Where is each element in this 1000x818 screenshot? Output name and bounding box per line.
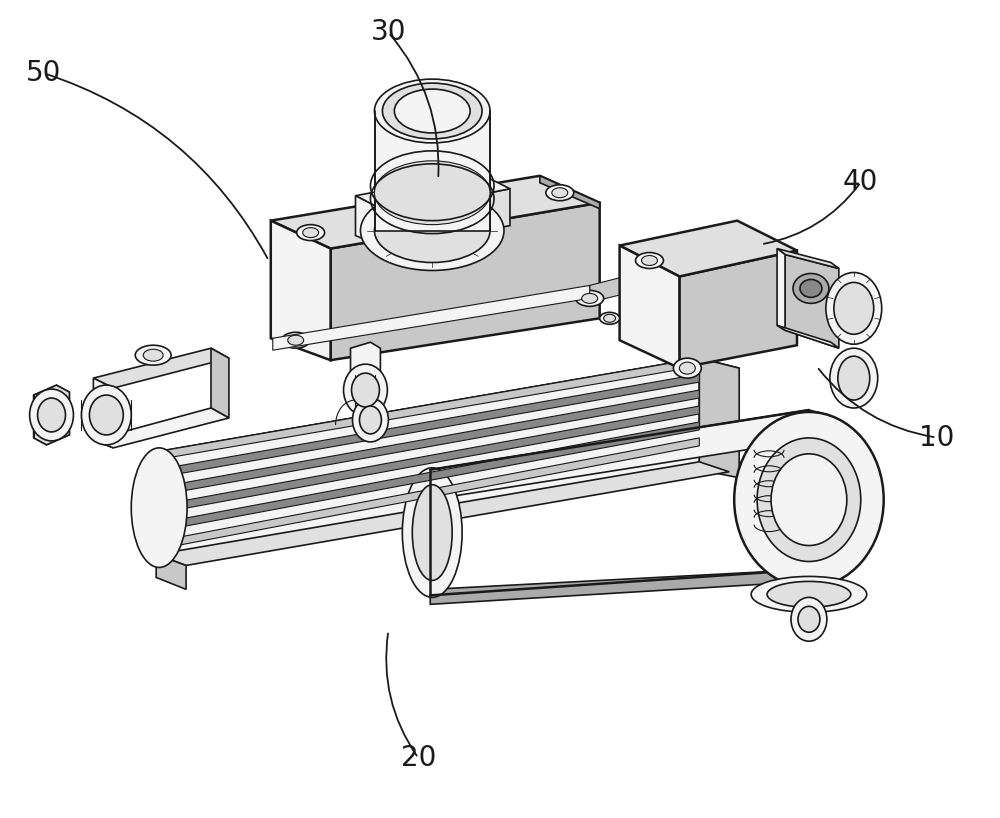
Ellipse shape [791,597,827,641]
Ellipse shape [576,290,604,307]
Polygon shape [34,385,69,445]
Polygon shape [271,176,600,249]
Ellipse shape [757,438,861,561]
Text: 10: 10 [919,424,954,452]
Ellipse shape [359,406,381,434]
Ellipse shape [771,454,847,546]
Polygon shape [93,378,113,448]
Text: 40: 40 [843,169,878,196]
Ellipse shape [360,191,504,271]
Polygon shape [351,342,380,380]
Polygon shape [699,358,739,478]
Polygon shape [156,422,699,532]
Ellipse shape [402,468,462,597]
Ellipse shape [636,253,663,268]
Polygon shape [679,250,797,368]
Polygon shape [156,358,699,460]
Polygon shape [785,254,839,348]
Polygon shape [156,358,739,462]
Polygon shape [93,408,229,448]
Polygon shape [777,249,839,268]
Ellipse shape [830,348,878,408]
Polygon shape [430,410,809,500]
Polygon shape [331,203,600,360]
Polygon shape [430,410,809,482]
Ellipse shape [582,294,598,303]
Ellipse shape [81,385,131,445]
Polygon shape [388,189,510,249]
Polygon shape [809,410,829,590]
Polygon shape [156,438,699,550]
Ellipse shape [352,373,379,407]
Ellipse shape [297,225,325,240]
Ellipse shape [282,332,310,348]
Polygon shape [156,374,699,478]
Ellipse shape [303,227,319,237]
Text: 20: 20 [401,744,436,772]
Polygon shape [271,221,331,360]
Ellipse shape [288,335,304,345]
Ellipse shape [838,356,870,400]
Polygon shape [375,111,490,231]
Ellipse shape [604,314,616,322]
Ellipse shape [412,485,452,581]
Ellipse shape [793,273,829,303]
Ellipse shape [798,606,820,632]
Ellipse shape [382,83,482,139]
Polygon shape [777,326,839,348]
Polygon shape [355,173,510,213]
Text: 30: 30 [371,18,406,47]
Ellipse shape [552,188,568,198]
Ellipse shape [394,89,470,133]
Ellipse shape [800,280,822,298]
Ellipse shape [546,185,574,200]
Polygon shape [430,569,809,605]
Ellipse shape [344,364,387,416]
Ellipse shape [135,345,171,365]
Ellipse shape [131,448,187,568]
Polygon shape [777,249,785,330]
Ellipse shape [374,161,490,225]
Ellipse shape [143,349,163,362]
Ellipse shape [30,389,73,441]
Polygon shape [355,196,388,249]
Ellipse shape [834,282,874,335]
Ellipse shape [374,199,490,263]
Ellipse shape [673,358,701,378]
Polygon shape [211,348,229,418]
Ellipse shape [826,272,882,344]
Polygon shape [156,390,699,496]
Text: 50: 50 [26,59,61,88]
Ellipse shape [600,312,620,324]
Polygon shape [620,245,679,368]
Ellipse shape [751,577,867,613]
Polygon shape [156,406,699,514]
Polygon shape [156,555,186,590]
Polygon shape [540,176,600,209]
Polygon shape [590,263,679,303]
Ellipse shape [38,398,65,432]
Polygon shape [273,285,590,350]
Ellipse shape [642,255,657,266]
Ellipse shape [374,79,490,143]
Ellipse shape [734,412,884,587]
Polygon shape [620,221,797,276]
Ellipse shape [767,582,851,607]
Ellipse shape [89,395,123,435]
Polygon shape [156,462,729,565]
Polygon shape [93,348,229,388]
Polygon shape [156,358,699,561]
Ellipse shape [679,362,695,374]
Ellipse shape [353,398,388,442]
